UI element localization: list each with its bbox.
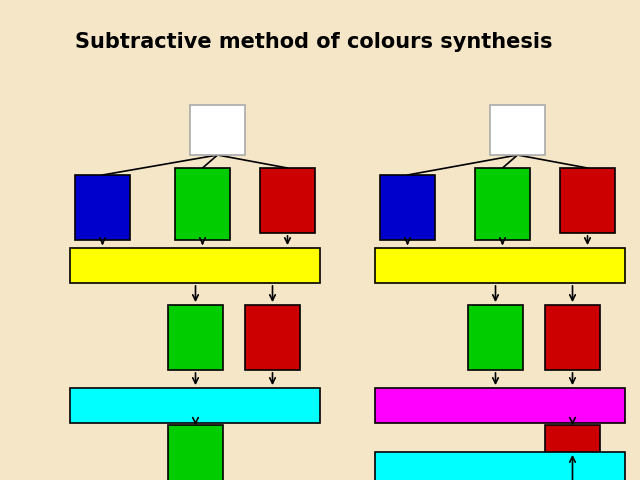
Bar <box>560 168 615 233</box>
Bar <box>380 175 435 240</box>
Bar <box>545 425 600 480</box>
Bar <box>190 105 245 155</box>
Bar <box>70 248 320 283</box>
Bar <box>260 168 315 233</box>
Bar <box>475 168 530 240</box>
Bar <box>245 305 300 370</box>
Bar <box>375 452 625 480</box>
Bar <box>168 425 223 480</box>
Bar <box>375 248 625 283</box>
Bar <box>468 305 523 370</box>
Bar <box>490 105 545 155</box>
Bar <box>75 175 130 240</box>
Bar <box>375 388 625 423</box>
Bar <box>545 305 600 370</box>
Bar <box>168 305 223 370</box>
Bar <box>70 388 320 423</box>
Text: Subtractive method of colours synthesis: Subtractive method of colours synthesis <box>75 32 552 52</box>
Bar <box>175 168 230 240</box>
